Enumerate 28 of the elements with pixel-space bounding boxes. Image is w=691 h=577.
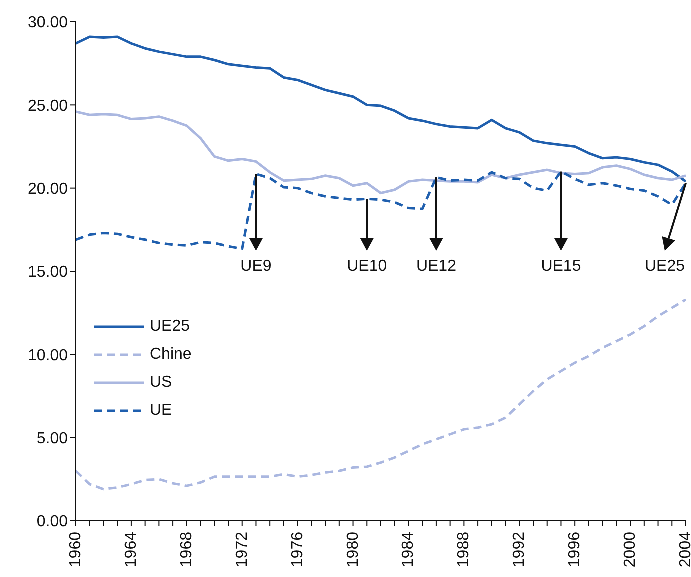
legend-label: Chine [150, 345, 192, 365]
x-tick-label: 1988 [456, 532, 473, 568]
legend-label: UE [150, 401, 172, 421]
y-tick-label: 10.00 [28, 347, 68, 364]
legend-label: UE25 [150, 317, 190, 337]
x-tick-label: 1960 [68, 532, 84, 568]
x-tick-label: 1992 [511, 532, 528, 568]
x-tick-label: 2000 [622, 532, 640, 568]
x-tick-label: 1976 [289, 532, 306, 568]
y-tick-label: 5.00 [36, 430, 68, 448]
annotation: UE10 [347, 258, 388, 275]
annotation: UE25 [644, 258, 686, 275]
annotation: UE15 [541, 258, 582, 275]
x-tick-label: 1972 [234, 532, 251, 568]
x-tick-label: 1964 [122, 532, 140, 568]
y-tick-label: 15.00 [28, 264, 68, 282]
y-tick-label: 0.00 [36, 514, 68, 531]
annotation: UE12 [416, 258, 457, 275]
x-tick-label: 2004 [678, 532, 691, 568]
y-tick-label: 25.00 [28, 98, 68, 115]
x-tick-label: 1984 [400, 532, 418, 568]
y-tick-label: 20.00 [28, 181, 68, 198]
x-tick-label: 1980 [344, 532, 362, 568]
x-tick-label: 1968 [178, 532, 196, 568]
y-tick-label: 30.00 [28, 14, 68, 32]
annotation: UE9 [240, 258, 272, 275]
legend-label: US [150, 373, 172, 393]
x-tick-label: 1996 [566, 532, 584, 568]
